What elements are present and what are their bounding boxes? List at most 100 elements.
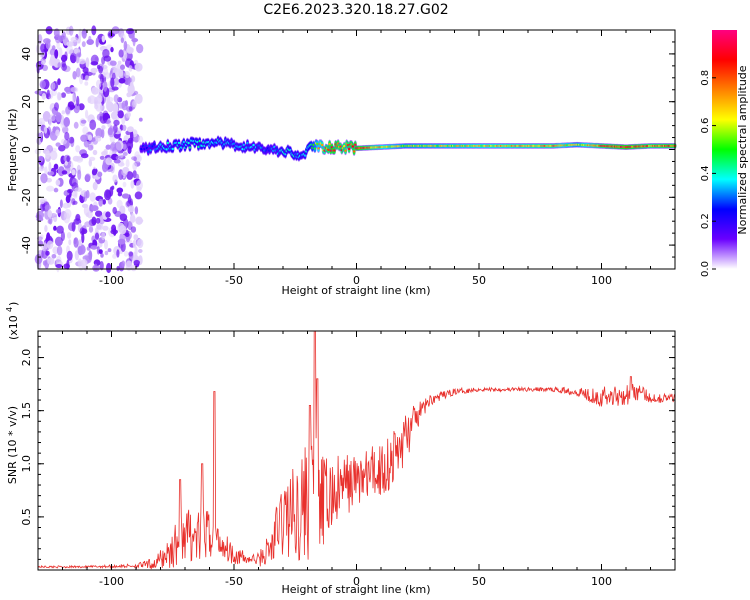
noise-blob (130, 226, 137, 233)
noise-blob (99, 111, 103, 117)
noise-blob (102, 225, 109, 231)
figure-title: C2E6.2023.320.18.27.G02 (263, 2, 448, 18)
noise-blob (91, 216, 97, 226)
noise-blob (47, 170, 55, 176)
noise-blob (95, 135, 102, 142)
noise-blob (128, 106, 133, 111)
noise-blob (81, 41, 86, 48)
noise-blob (133, 234, 139, 241)
noise-blob (72, 155, 80, 162)
y-tick-label: 40 (20, 47, 33, 61)
ridge-core (188, 146, 192, 149)
x-tick-label: -50 (225, 274, 243, 287)
noise-blob (39, 167, 44, 172)
x-tick-label: -50 (225, 575, 243, 588)
noise-blob (92, 181, 98, 191)
noise-blob (117, 192, 123, 197)
noise-blob (119, 32, 126, 44)
noise-blob (103, 67, 108, 76)
noise-blob (88, 35, 92, 42)
noise-blob (54, 49, 59, 59)
spectrogram-panel: -100 -50 0 50 100 -40 -20 0 20 40 Height of stra… (6, 25, 677, 297)
noise-blob (116, 249, 120, 258)
noise-blob (73, 237, 79, 248)
noise-blob (75, 213, 81, 222)
noise-blob (67, 188, 73, 194)
snr-series-line (37, 330, 676, 570)
spectrogram-x-ticks: -100 -50 0 50 100 (37, 30, 676, 287)
y-tick-label: 0 (20, 146, 33, 153)
noise-blob (63, 117, 70, 127)
noise-blob (110, 77, 115, 88)
noise-blob (73, 194, 78, 199)
noise-blob (80, 258, 88, 269)
colorbar-label: Normalized spectral amplitude (736, 65, 749, 234)
noise-blob (55, 129, 60, 137)
snr-panel: -100 -50 0 50 100 0.5 1.0 1.5 2.0 Height of str… (5, 302, 676, 596)
spectrogram-y-label: Frequency (Hz) (6, 109, 19, 192)
noise-blob (122, 181, 127, 188)
x-tick-label: 100 (591, 274, 612, 287)
noise-blob (112, 174, 118, 183)
noise-blob (104, 250, 109, 256)
noise-blob (128, 251, 134, 257)
noise-blob (90, 245, 98, 250)
noise-blob (116, 187, 124, 194)
noise-blob (50, 115, 56, 122)
noise-blob (46, 185, 55, 192)
noise-blob (128, 65, 133, 72)
noise-blob (92, 168, 97, 176)
noise-blob (64, 131, 70, 141)
snr-x-label: Height of straight line (km) (281, 583, 430, 596)
noise-blob (134, 62, 143, 72)
noise-blob (55, 112, 62, 123)
noise-blob (40, 60, 46, 65)
noise-blob (105, 144, 111, 150)
noise-blob (40, 43, 46, 53)
noise-blob (125, 28, 134, 35)
noise-blob (102, 199, 106, 205)
noise-blob (124, 71, 130, 79)
noise-blob (117, 162, 125, 167)
noise-blob (115, 68, 121, 78)
noise-blob (36, 259, 42, 270)
noise-blob (123, 250, 129, 257)
noise-blob (95, 37, 99, 48)
noise-blob (101, 125, 106, 130)
noise-blob (42, 111, 51, 122)
noise-blob (88, 226, 94, 233)
noise-blob (40, 201, 46, 212)
noise-blob (104, 189, 112, 201)
noise-blob (94, 263, 98, 272)
noise-blob (98, 65, 103, 74)
noise-blob (133, 259, 140, 266)
noise-blob (120, 64, 125, 70)
noise-blob (121, 193, 130, 199)
noise-blob (130, 212, 136, 223)
noise-blob (113, 94, 119, 103)
ridge-core (166, 141, 169, 145)
noise-blob (37, 155, 44, 163)
noise-blob (73, 103, 80, 114)
noise-blob (109, 143, 117, 152)
noise-blob (100, 253, 104, 258)
spectrogram-ridge-layer (139, 135, 677, 162)
ridge-core (354, 143, 357, 146)
noise-blob (102, 110, 109, 118)
noise-blob (75, 52, 80, 64)
noise-blob (49, 150, 58, 161)
x-tick-label: -100 (99, 575, 124, 588)
noise-blob (56, 225, 64, 234)
noise-blob (84, 81, 89, 86)
noise-blob (111, 86, 119, 91)
x-tick-label: 50 (472, 274, 486, 287)
noise-blob (84, 75, 90, 81)
noise-blob (78, 28, 82, 39)
noise-blob (86, 39, 94, 45)
noise-blob (138, 117, 143, 122)
ridge-core (165, 148, 168, 151)
noise-blob (57, 92, 62, 101)
noise-blob (126, 171, 134, 180)
noise-blob (55, 209, 62, 214)
noise-blob (53, 163, 59, 170)
